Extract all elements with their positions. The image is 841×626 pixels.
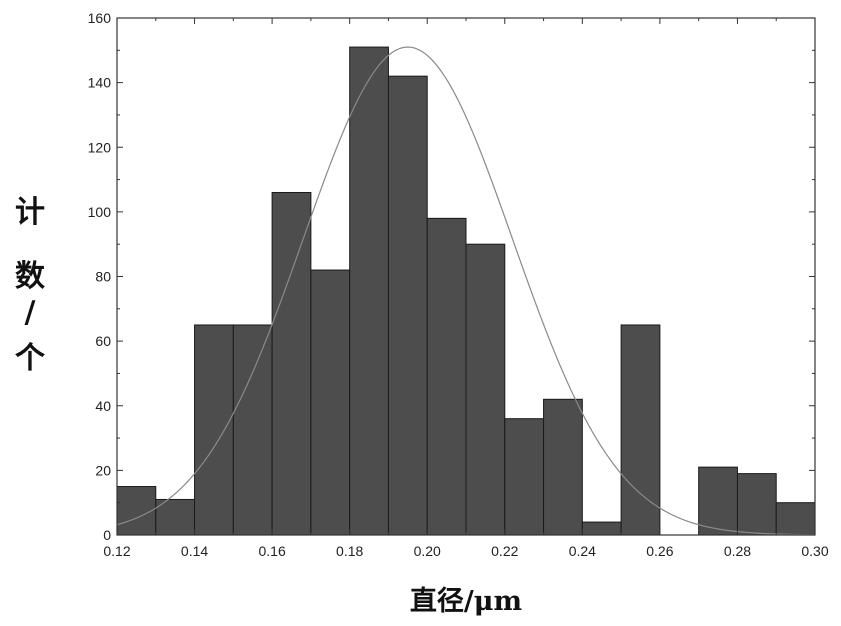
y-tick-labels: 0 20 40 60 80 100 120 140 160 bbox=[88, 10, 112, 543]
y-tick-label: 120 bbox=[88, 139, 112, 155]
histogram-bar bbox=[544, 399, 583, 535]
histogram-bar bbox=[505, 419, 544, 535]
y-axis-title: 计数/ 个 bbox=[15, 195, 46, 376]
histogram-bar bbox=[388, 76, 427, 535]
histogram-bar bbox=[699, 467, 738, 535]
x-tick-label: 0.16 bbox=[258, 543, 285, 559]
x-tick-labels: 0.12 0.14 0.16 0.18 0.20 0.22 0.24 0.26 0.28 0.30 bbox=[103, 543, 828, 559]
y-tick-label: 20 bbox=[95, 462, 111, 478]
x-axis-title: 直径/μm bbox=[410, 586, 522, 617]
x-tick-label: 0.30 bbox=[801, 543, 828, 559]
histogram-bar bbox=[737, 474, 776, 535]
histogram-bar bbox=[427, 218, 466, 535]
y-tick-label: 0 bbox=[103, 527, 111, 543]
bars-group bbox=[117, 47, 815, 535]
histogram-bar bbox=[776, 503, 815, 535]
histogram-bar bbox=[582, 522, 621, 535]
x-tick-label: 0.12 bbox=[103, 543, 130, 559]
histogram-bar bbox=[311, 270, 350, 535]
y-axis-title-char: / bbox=[25, 295, 36, 330]
x-tick-label: 0.18 bbox=[336, 543, 363, 559]
y-axis-title-char: 数 bbox=[15, 259, 46, 294]
x-tick-label: 0.20 bbox=[414, 543, 441, 559]
y-tick-label: 160 bbox=[88, 10, 112, 26]
histogram-bar bbox=[272, 192, 311, 535]
y-axis-title-char: 个 bbox=[15, 341, 46, 376]
histogram-bar bbox=[466, 244, 505, 535]
y-tick-label: 60 bbox=[95, 333, 111, 349]
histogram-bar bbox=[195, 325, 234, 535]
y-tick-label: 40 bbox=[95, 398, 111, 414]
y-axis-title-char: 计 bbox=[15, 195, 45, 230]
y-tick-label: 80 bbox=[95, 269, 111, 285]
y-tick-label: 100 bbox=[88, 204, 112, 220]
histogram-bar bbox=[621, 325, 660, 535]
histogram-bar bbox=[117, 487, 156, 535]
x-tick-label: 0.26 bbox=[646, 543, 673, 559]
x-tick-label: 0.24 bbox=[569, 543, 596, 559]
x-tick-label: 0.14 bbox=[181, 543, 208, 559]
histogram-bar bbox=[350, 47, 389, 535]
y-tick-label: 140 bbox=[88, 75, 112, 91]
x-tick-label: 0.22 bbox=[491, 543, 518, 559]
histogram-bar bbox=[233, 325, 272, 535]
x-tick-label: 0.28 bbox=[724, 543, 751, 559]
